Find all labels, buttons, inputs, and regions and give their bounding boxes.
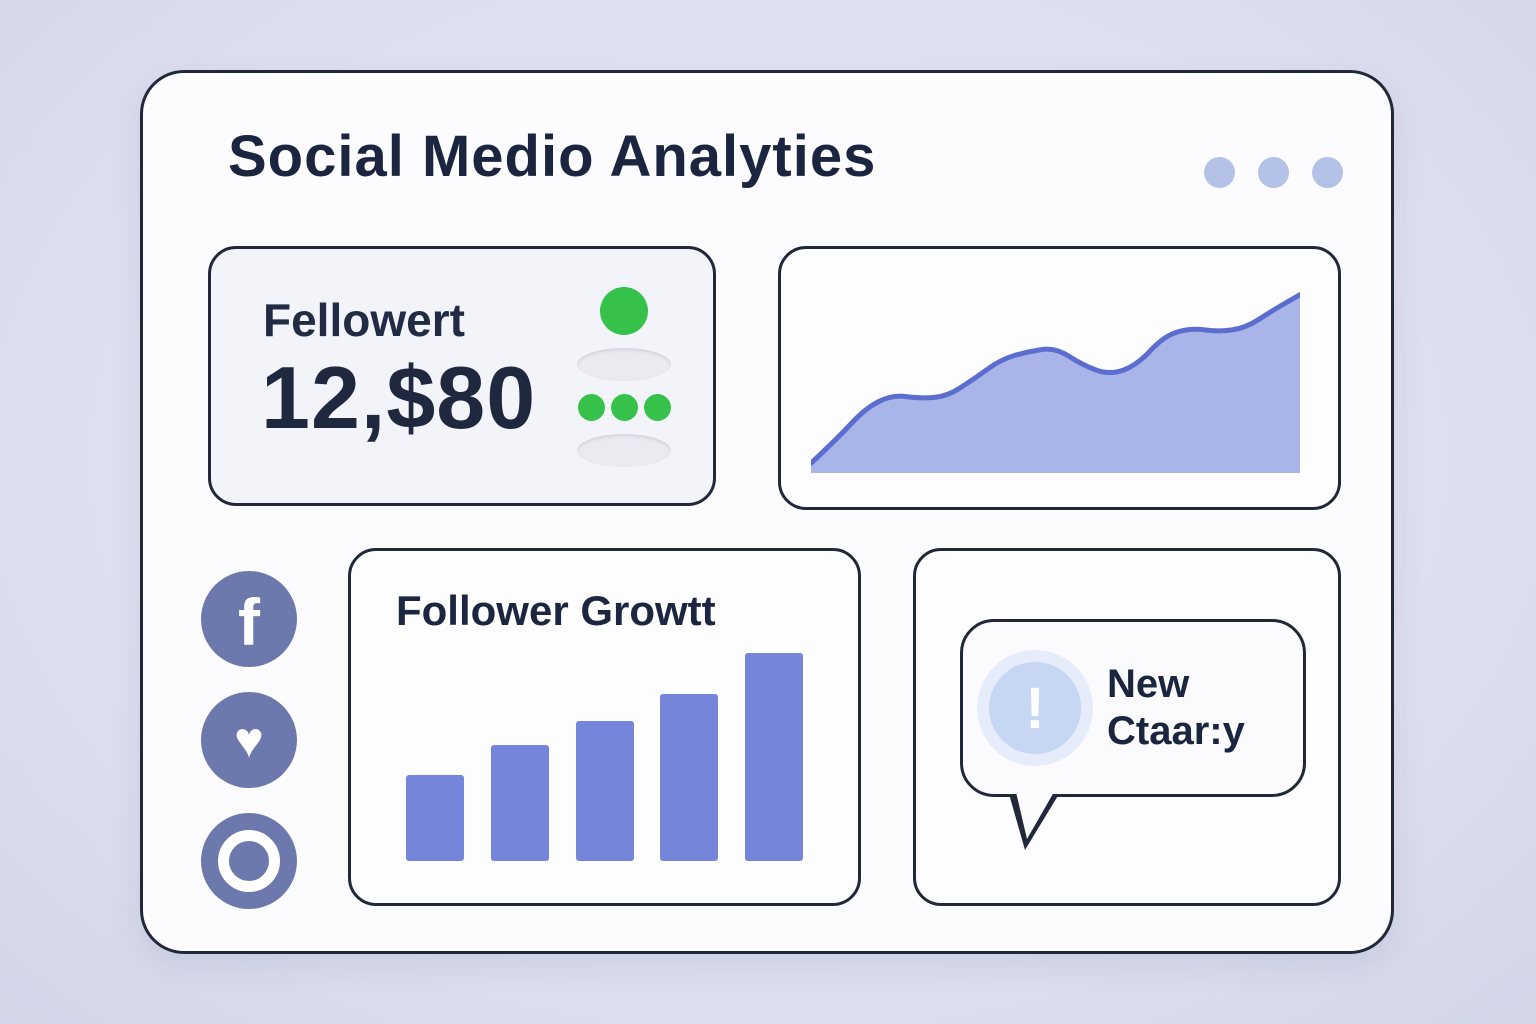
menu-dot	[1312, 157, 1343, 188]
facebook-icon[interactable]: f	[201, 571, 297, 667]
pill-shape	[577, 434, 671, 467]
menu-dot	[1204, 157, 1235, 188]
alert-glyph: !	[1025, 675, 1045, 741]
new-comment-card: ! New Ctaar:y	[913, 548, 1341, 906]
followers-indicators	[569, 287, 679, 467]
menu-dot	[1258, 157, 1289, 188]
facebook-glyph: f	[238, 585, 260, 659]
followers-value: 12,$80	[261, 348, 537, 447]
speech-bubble: ! New Ctaar:y	[960, 619, 1306, 850]
ring-shape	[218, 830, 280, 892]
social-icons: f ♥	[201, 571, 297, 909]
growth-bar	[406, 774, 464, 861]
comment-text: New Ctaar:y	[1107, 661, 1245, 755]
status-dots	[577, 394, 671, 421]
followers-trend-card	[778, 246, 1341, 510]
ellipsis-menu-icon[interactable]	[1204, 157, 1343, 188]
dashboard-card: Social Medio Analyties Fellowert 12,$80	[140, 70, 1394, 954]
growth-bar	[490, 744, 549, 861]
status-dot	[643, 394, 671, 421]
follower-growth-bars	[406, 645, 803, 861]
area-chart-fill	[811, 294, 1300, 473]
growth-bar	[745, 653, 803, 861]
ring-icon[interactable]	[201, 813, 297, 909]
growth-bar	[660, 693, 719, 861]
area-chart-line	[811, 292, 1300, 466]
follower-growth-title: Follower Growtt	[396, 587, 716, 634]
comment-text-line1: New	[1107, 661, 1190, 706]
comment-text-line2: Ctaar:y	[1107, 709, 1245, 753]
growth-bar	[575, 720, 634, 861]
followers-label: Fellowert	[263, 294, 465, 346]
pill-shape	[577, 348, 671, 381]
status-dot	[577, 394, 605, 421]
page-title: Social Medio Analyties	[228, 124, 877, 189]
followers-card: Fellowert 12,$80	[208, 246, 716, 506]
heart-icon[interactable]: ♥	[201, 692, 297, 788]
heart-glyph: ♥	[234, 712, 264, 768]
follower-growth-card: Follower Growtt	[348, 548, 861, 906]
area-chart	[811, 292, 1300, 473]
alert-icon: !	[989, 662, 1081, 754]
status-dot	[610, 394, 638, 421]
status-circle-icon	[600, 287, 648, 335]
